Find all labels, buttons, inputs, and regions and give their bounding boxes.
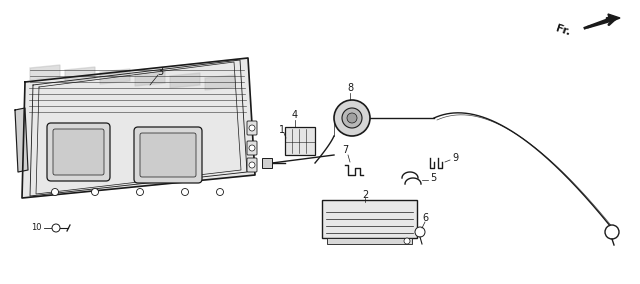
Text: 7: 7 [342,145,348,155]
FancyBboxPatch shape [140,133,196,177]
Polygon shape [100,69,130,84]
Text: 1: 1 [279,125,285,135]
Text: 5: 5 [430,173,436,183]
Bar [262,158,272,168]
Circle shape [182,189,189,195]
Circle shape [92,189,99,195]
Circle shape [415,227,425,237]
Text: 2: 2 [362,190,368,200]
Circle shape [52,224,60,232]
FancyBboxPatch shape [247,158,257,172]
Polygon shape [170,73,200,88]
Polygon shape [15,108,28,172]
Circle shape [249,125,255,131]
Circle shape [605,225,619,239]
Circle shape [51,189,58,195]
Circle shape [216,189,223,195]
Polygon shape [30,65,60,80]
FancyBboxPatch shape [47,123,110,181]
Polygon shape [205,75,235,90]
FancyBboxPatch shape [247,121,257,135]
Circle shape [404,238,410,244]
Bar [322,200,417,238]
Polygon shape [65,67,95,82]
Text: 9: 9 [452,153,458,163]
Text: 8: 8 [347,83,353,93]
Text: 4: 4 [292,110,298,120]
Text: Fr.: Fr. [555,23,572,37]
Circle shape [249,162,255,168]
Text: 10: 10 [31,224,42,233]
Circle shape [136,189,143,195]
Circle shape [334,100,370,136]
Circle shape [249,145,255,151]
Circle shape [347,113,357,123]
Polygon shape [135,71,165,86]
Circle shape [342,108,362,128]
FancyBboxPatch shape [53,129,104,175]
Polygon shape [22,58,255,198]
FancyBboxPatch shape [134,127,202,183]
Text: 3: 3 [157,67,163,77]
FancyBboxPatch shape [247,141,257,155]
Polygon shape [608,14,620,22]
Bar [285,127,315,155]
Text: 6: 6 [422,213,428,223]
Bar [327,238,412,244]
